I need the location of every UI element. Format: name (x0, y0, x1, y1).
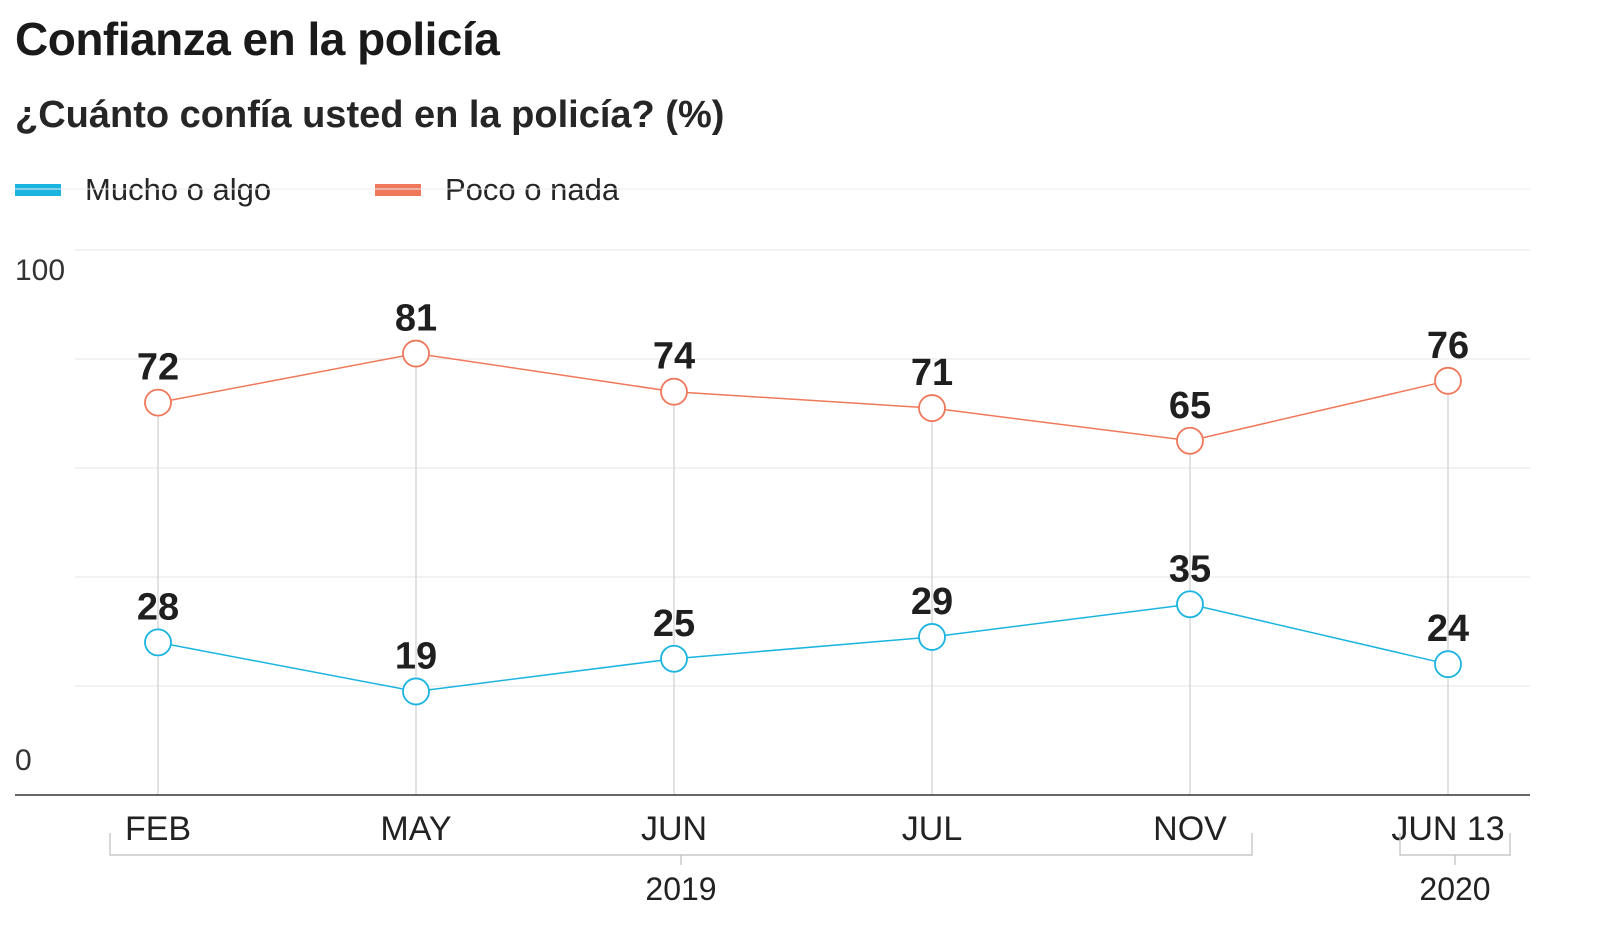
y-tick-label: 0 (15, 744, 32, 777)
year-label: 2019 (645, 871, 716, 907)
data-point (144, 628, 172, 657)
series-line (157, 603, 1449, 693)
data-label: 28 (137, 586, 179, 628)
year-label: 2020 (1419, 871, 1490, 907)
y-tick-label: 100 (15, 254, 65, 287)
series-line (157, 352, 1449, 442)
data-point (402, 339, 430, 368)
data-label: 35 (1169, 548, 1211, 590)
data-label: 65 (1169, 385, 1211, 427)
chart-subtitle: ¿Cuánto confía usted en la policía? (%) (15, 94, 725, 136)
x-tick-label: JUN 13 (1391, 810, 1504, 848)
chart-title: Confianza en la policía (15, 13, 500, 65)
data-point (1176, 590, 1204, 619)
data-label: 71 (911, 352, 953, 394)
data-point (660, 644, 688, 673)
data-label: 72 (137, 347, 179, 389)
data-point (144, 388, 172, 417)
legend-swatch-poco (375, 184, 421, 196)
data-point (918, 394, 946, 422)
x-tick-label: NOV (1153, 810, 1227, 848)
legend-swatch-mucho (15, 184, 61, 196)
x-tick-label: MAY (380, 810, 451, 848)
data-label: 81 (395, 298, 437, 340)
data-point (1434, 366, 1462, 395)
data-point (1176, 426, 1204, 455)
data-label: 74 (653, 336, 695, 378)
data-label: 24 (1427, 608, 1469, 650)
x-tick-label: JUL (902, 810, 962, 848)
data-label: 76 (1427, 325, 1469, 367)
data-label: 25 (653, 603, 695, 645)
data-point (660, 377, 688, 406)
x-tick-label: FEB (125, 810, 191, 848)
data-label: 29 (911, 581, 953, 623)
data-point (402, 677, 430, 706)
data-label: 19 (395, 635, 437, 677)
data-point (918, 623, 946, 651)
x-tick-label: JUN (641, 810, 707, 848)
data-point (1434, 650, 1462, 679)
